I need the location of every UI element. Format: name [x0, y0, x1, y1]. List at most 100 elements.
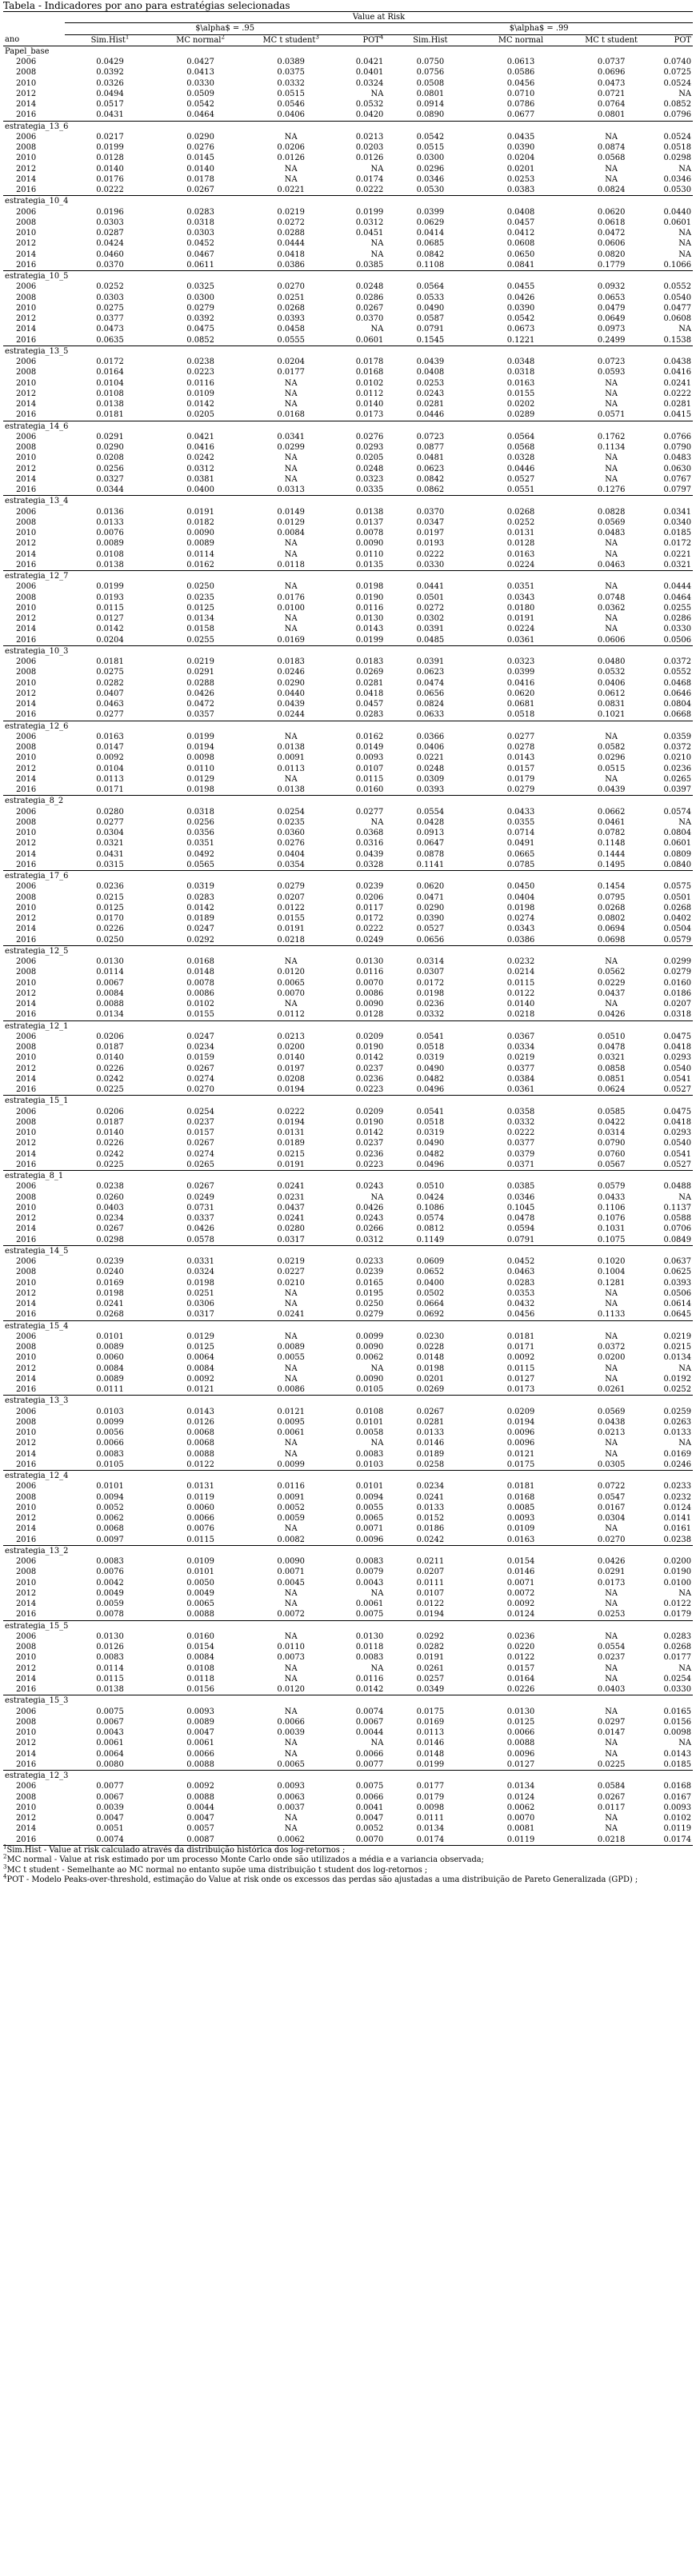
- value-cell: 0.0283: [663, 1631, 691, 1641]
- value-cell: 0.0399: [416, 207, 445, 217]
- table-row: 2008 0.0067 0.0088 0.0063 0.0066 0.0179 0.0124…: [3, 1792, 693, 1803]
- group-header-row: estrategia_8_1: [3, 1170, 693, 1182]
- value-cell: 0.0052: [355, 1824, 384, 1834]
- value-cell: NA: [284, 957, 298, 967]
- value-cell: 0.0241: [663, 378, 691, 388]
- value-cell: 0.0112: [277, 1010, 305, 1020]
- value-cell: 0.0135: [355, 560, 384, 569]
- year-cell: 2016: [16, 710, 37, 720]
- value-cell: NA: [605, 1449, 618, 1459]
- value-cell: 0.0390: [506, 143, 535, 153]
- value-cell: 0.0098: [416, 1803, 445, 1812]
- year-cell: 2014: [16, 774, 37, 784]
- value-cell: 0.0222: [355, 925, 384, 934]
- value-cell: 0.0226: [96, 1064, 124, 1073]
- year-cell: 2006: [16, 957, 37, 967]
- value-cell: 0.0066: [186, 1514, 214, 1524]
- year-cell: 2016: [16, 1535, 37, 1544]
- value-cell: 0.0250: [96, 935, 124, 945]
- value-cell: 0.0478: [597, 1043, 626, 1052]
- value-cell: 0.0223: [355, 1160, 384, 1169]
- value-cell: 0.1086: [416, 1203, 445, 1212]
- value-cell: 0.0157: [186, 1128, 214, 1138]
- value-cell: 0.0319: [186, 882, 214, 892]
- value-cell: 0.0533: [416, 293, 445, 302]
- value-cell: 0.0377: [506, 1064, 535, 1073]
- value-cell: 0.0444: [663, 582, 691, 592]
- year-cell: 2014: [16, 849, 37, 859]
- value-cell: 0.0064: [186, 1353, 214, 1363]
- value-cell: 0.0208: [277, 1074, 305, 1084]
- value-cell: NA: [605, 732, 618, 741]
- group-header-row: estrategia_8_2: [3, 795, 693, 807]
- value-cell: 0.0253: [597, 1610, 626, 1619]
- value-cell: 0.0182: [186, 517, 214, 527]
- value-cell: NA: [370, 325, 384, 334]
- value-cell: 0.0077: [355, 1759, 384, 1769]
- value-cell: 0.0404: [506, 893, 535, 902]
- value-cell: 0.0143: [663, 1749, 691, 1759]
- year-cell: 2012: [16, 1064, 37, 1073]
- year-cell: 2016: [16, 1310, 37, 1320]
- value-cell: 0.0782: [597, 829, 626, 838]
- value-cell: 0.0508: [416, 78, 445, 88]
- value-cell: NA: [678, 239, 691, 249]
- value-cell: NA: [678, 1663, 691, 1673]
- value-cell: 0.0089: [96, 1374, 124, 1384]
- year-cell: 2006: [16, 807, 37, 817]
- table-row: 2012 0.0047 0.0047 NA 0.0047 0.0111 0.0070 NA 0.…: [3, 1813, 693, 1823]
- value-cell: 0.1545: [416, 335, 445, 345]
- table-row: 2006 0.0130 0.0168 NA 0.0130 0.0314 0.0232 NA 0.…: [3, 957, 693, 967]
- value-cell: 0.0416: [506, 678, 535, 688]
- value-cell: 0.0131: [506, 529, 535, 538]
- value-cell: 0.0635: [96, 335, 124, 345]
- year-cell: 2012: [16, 914, 37, 924]
- value-cell: 0.0193: [416, 539, 445, 549]
- value-cell: 0.0386: [277, 260, 305, 270]
- table-row: 2012 0.0407 0.0426 0.0440 0.0418 0.0656 0.0620…: [3, 689, 693, 699]
- value-cell: 0.0555: [277, 335, 305, 345]
- value-cell: 0.1021: [597, 710, 626, 720]
- value-cell: 0.0255: [186, 635, 214, 645]
- value-cell: 0.0064: [96, 1749, 124, 1759]
- value-cell: 0.0298: [96, 1235, 124, 1244]
- value-cell: 0.0148: [186, 968, 214, 977]
- value-cell: 0.0510: [597, 1032, 626, 1041]
- value-cell: 0.0116: [186, 378, 214, 388]
- value-cell: 0.0190: [355, 593, 384, 602]
- table-row: 2008 0.0164 0.0223 0.0177 0.0168 0.0408 0.0318…: [3, 367, 693, 377]
- value-cell: 0.0090: [186, 529, 214, 538]
- value-cell: 0.0524: [663, 132, 691, 142]
- value-cell: 0.0426: [186, 1224, 214, 1234]
- value-cell: 0.0421: [355, 58, 384, 67]
- value-cell: 0.0748: [597, 593, 626, 602]
- table-row: 2012 0.0170 0.0189 0.0155 0.0172 0.0390 0.0274…: [3, 913, 693, 924]
- year-cell: 2010: [16, 154, 37, 163]
- value-cell: 0.0134: [96, 1010, 124, 1020]
- table-row: 2006 0.0252 0.0325 0.0270 0.0248 0.0564 0.0455…: [3, 282, 693, 292]
- value-cell: 0.0319: [416, 1053, 445, 1063]
- value-cell: 0.0268: [277, 303, 305, 313]
- value-cell: 0.0226: [96, 1139, 124, 1148]
- table-row: 2016 0.0250 0.0292 0.0218 0.0249 0.0656 0.0386…: [3, 935, 693, 946]
- group-name: estrategia_15_5: [3, 1619, 693, 1631]
- value-cell: NA: [284, 539, 298, 549]
- table-row: 2012 0.0049 0.0049 NA NA 0.0107 0.0072 NA NA: [3, 1588, 693, 1599]
- value-cell: 0.0103: [96, 1407, 124, 1416]
- year-cell: 2012: [16, 1588, 37, 1598]
- value-cell: 0.0797: [663, 485, 691, 495]
- year-cell: 2012: [16, 1663, 37, 1673]
- value-cell: 0.0159: [186, 1053, 214, 1063]
- value-cell: 0.0246: [663, 1460, 691, 1469]
- year-cell: 2010: [16, 1353, 37, 1363]
- value-cell: 0.0060: [96, 1353, 124, 1363]
- value-cell: 0.0494: [96, 89, 124, 98]
- group-header-row: estrategia_15_5: [3, 1619, 693, 1631]
- value-cell: 0.0145: [186, 154, 214, 163]
- value-cell: 0.0174: [656, 1834, 693, 1846]
- year-cell: 2010: [16, 529, 37, 538]
- value-cell: 0.0205: [186, 410, 214, 420]
- value-cell: 0.0083: [96, 1557, 124, 1567]
- year-cell: 2012: [16, 164, 37, 174]
- value-cell: 0.0108: [355, 1407, 384, 1416]
